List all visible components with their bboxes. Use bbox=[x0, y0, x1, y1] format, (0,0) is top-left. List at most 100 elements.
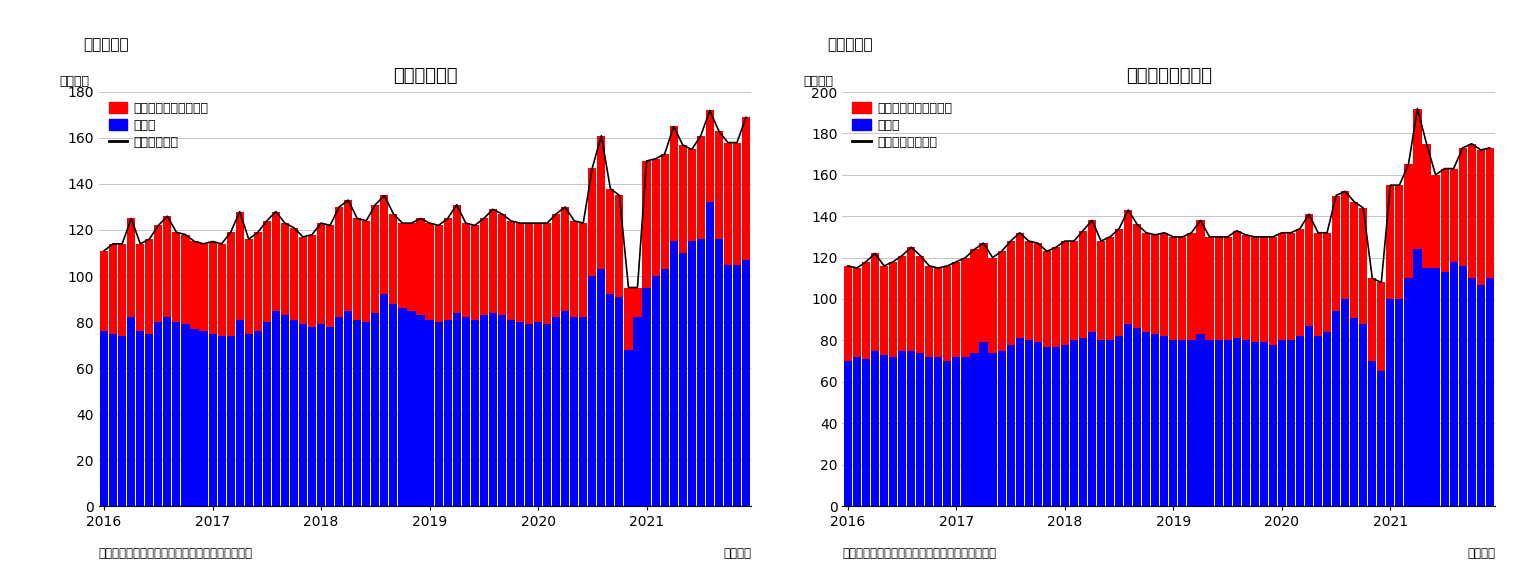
Bar bbox=[254, 331, 263, 506]
Bar bbox=[943, 266, 952, 361]
Bar bbox=[272, 212, 279, 310]
Bar bbox=[1422, 144, 1430, 268]
Bar bbox=[1016, 233, 1023, 338]
Bar bbox=[1034, 343, 1041, 506]
Bar bbox=[862, 262, 870, 359]
Bar bbox=[1151, 235, 1160, 334]
Bar bbox=[516, 322, 524, 506]
Bar bbox=[553, 317, 560, 506]
Bar bbox=[1187, 233, 1196, 340]
Bar bbox=[480, 315, 487, 506]
Bar bbox=[1025, 340, 1032, 506]
Bar bbox=[425, 320, 434, 506]
Bar bbox=[924, 266, 934, 357]
Text: （資料）センサス局よりニッセイ基礎研究所作成: （資料）センサス局よりニッセイ基礎研究所作成 bbox=[842, 547, 996, 561]
Bar bbox=[507, 221, 515, 320]
Bar bbox=[952, 357, 961, 506]
Bar bbox=[697, 239, 704, 506]
Text: （資料）センサス局よりニッセイ基礎研究所作成: （資料）センサス局よりニッセイ基礎研究所作成 bbox=[99, 547, 252, 561]
Bar bbox=[1459, 148, 1466, 266]
Bar bbox=[1088, 220, 1096, 332]
Bar bbox=[235, 320, 244, 506]
Bar bbox=[443, 218, 452, 320]
Bar bbox=[109, 334, 117, 506]
Bar bbox=[580, 317, 587, 506]
Bar bbox=[970, 353, 979, 506]
Bar bbox=[1413, 250, 1421, 506]
住宅建築許可件数 bbox=[1372, 279, 1390, 286]
Bar bbox=[128, 317, 135, 506]
Bar bbox=[688, 242, 695, 506]
Bar bbox=[733, 143, 741, 264]
Bar bbox=[997, 351, 1006, 506]
Bar bbox=[1052, 347, 1060, 506]
Bar bbox=[724, 264, 732, 506]
Bar bbox=[155, 225, 162, 322]
住宅建築許可件数 bbox=[1409, 105, 1427, 112]
住宅建築許可件数 bbox=[1445, 165, 1463, 172]
Legend: 集合住宅（二戸以上）, 戸建て, 住宅建築許可件数: 集合住宅（二戸以上）, 戸建て, 住宅建築許可件数 bbox=[847, 97, 958, 154]
Bar bbox=[917, 255, 924, 353]
Bar bbox=[534, 223, 542, 322]
Bar bbox=[571, 221, 578, 317]
Bar bbox=[853, 268, 861, 357]
Bar bbox=[1233, 338, 1240, 506]
Bar bbox=[1214, 340, 1222, 506]
Bar bbox=[299, 324, 307, 506]
住宅建築許可件数 bbox=[1480, 144, 1498, 151]
住宅着工件数 bbox=[96, 247, 114, 254]
Bar bbox=[173, 232, 181, 322]
Bar bbox=[1052, 247, 1060, 347]
Bar bbox=[733, 264, 741, 506]
Bar bbox=[398, 223, 407, 308]
Title: 住宅着工件数: 住宅着工件数 bbox=[393, 67, 457, 85]
Bar bbox=[146, 239, 153, 334]
Bar bbox=[1070, 241, 1078, 340]
Bar bbox=[1043, 347, 1050, 506]
Bar bbox=[543, 324, 551, 506]
Bar bbox=[1368, 278, 1377, 361]
Bar bbox=[571, 317, 578, 506]
Bar bbox=[1151, 334, 1160, 506]
Bar bbox=[1441, 168, 1448, 272]
Bar bbox=[1305, 214, 1313, 326]
Bar bbox=[1107, 237, 1114, 340]
Bar bbox=[615, 297, 624, 506]
住宅着工件数 bbox=[313, 220, 331, 227]
Bar bbox=[199, 244, 208, 331]
Bar bbox=[979, 243, 988, 343]
Bar bbox=[217, 244, 226, 336]
Bar bbox=[226, 336, 235, 506]
Bar bbox=[1477, 150, 1485, 285]
Bar bbox=[844, 266, 852, 361]
Text: （月次）: （月次） bbox=[1468, 547, 1495, 561]
Bar bbox=[118, 336, 126, 506]
Bar bbox=[1132, 328, 1142, 506]
Bar bbox=[1350, 317, 1359, 506]
Bar bbox=[308, 327, 316, 506]
Bar bbox=[961, 357, 970, 506]
Bar bbox=[326, 225, 334, 327]
Bar bbox=[199, 331, 208, 506]
Bar bbox=[434, 322, 443, 506]
Bar bbox=[997, 251, 1006, 351]
Bar bbox=[562, 207, 569, 310]
Bar bbox=[146, 334, 153, 506]
Bar bbox=[1486, 148, 1494, 278]
Bar bbox=[1242, 340, 1249, 506]
Bar bbox=[624, 288, 633, 350]
Bar bbox=[642, 161, 651, 288]
Bar bbox=[606, 294, 615, 506]
Bar bbox=[606, 189, 615, 294]
Bar bbox=[1169, 340, 1178, 506]
住宅建築許可件数 bbox=[929, 264, 947, 271]
Bar bbox=[1340, 191, 1350, 299]
Line: 住宅着工件数: 住宅着工件数 bbox=[105, 110, 745, 288]
Bar bbox=[742, 260, 750, 506]
Bar bbox=[1413, 109, 1421, 250]
Bar bbox=[164, 317, 172, 506]
Bar bbox=[715, 239, 723, 506]
Bar bbox=[615, 196, 624, 297]
Bar bbox=[1287, 340, 1295, 506]
Bar bbox=[1196, 220, 1205, 334]
